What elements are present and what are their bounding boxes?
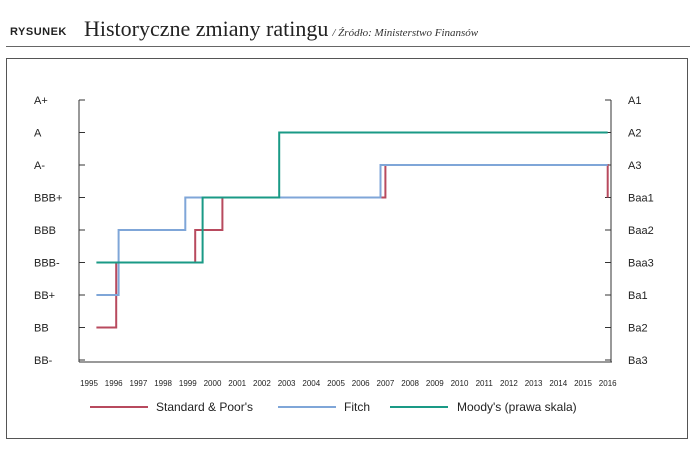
- x-tick-label: 2006: [352, 379, 370, 388]
- left-tick-label: BB-: [34, 355, 53, 367]
- figure-title-text: Historyczne zmiany ratingu: [84, 16, 329, 41]
- x-tick-label: 2001: [228, 379, 246, 388]
- right-tick-label: A3: [628, 160, 641, 172]
- right-tick-label: Baa1: [628, 193, 654, 205]
- x-tick-label: 1996: [105, 379, 123, 388]
- left-tick-label: BBB-: [34, 258, 60, 270]
- right-tick-label: Baa3: [628, 258, 654, 270]
- x-tick-label: 2010: [451, 379, 469, 388]
- left-tick-label: BB+: [34, 290, 55, 302]
- x-tick-label: 2004: [302, 379, 320, 388]
- chart-frame: [6, 58, 688, 439]
- x-tick-label: 2005: [327, 379, 345, 388]
- x-tick-label: 1995: [80, 379, 98, 388]
- x-tick-label: 2009: [426, 379, 444, 388]
- right-tick-label: A1: [628, 95, 641, 107]
- left-tick-label: BBB: [34, 225, 56, 237]
- series-line: [96, 164, 608, 296]
- right-tick-label: A2: [628, 128, 641, 140]
- series-line: [96, 164, 609, 329]
- left-tick-label: A+: [34, 95, 48, 107]
- header-rule: [6, 46, 690, 47]
- figure-title: Historyczne zmiany ratingu / Źródło: Mini…: [84, 16, 478, 42]
- x-tick-label: 2000: [204, 379, 222, 388]
- left-tick-label: A: [34, 128, 42, 140]
- x-tick-label: 2014: [549, 379, 567, 388]
- x-tick-label: 2002: [253, 379, 271, 388]
- x-tick-label: 2008: [401, 379, 419, 388]
- x-tick-label: 1997: [130, 379, 148, 388]
- x-tick-label: 1998: [154, 379, 172, 388]
- legend-label: Moody's (prawa skala): [457, 400, 577, 414]
- figure-label: RYSUNEK: [10, 26, 67, 38]
- left-tick-label: A-: [34, 160, 45, 172]
- x-tick-label: 2016: [599, 379, 617, 388]
- x-tick-label: 1999: [179, 379, 197, 388]
- right-tick-label: Ba1: [628, 290, 648, 302]
- x-tick-label: 2015: [574, 379, 592, 388]
- figure-header: RYSUNEK Historyczne zmiany ratingu / Źród…: [0, 0, 696, 46]
- x-tick-label: 2003: [278, 379, 296, 388]
- right-tick-label: Ba3: [628, 355, 648, 367]
- x-tick-label: 2012: [500, 379, 518, 388]
- x-tick-label: 2013: [525, 379, 543, 388]
- series-line: [96, 131, 608, 264]
- left-tick-label: BB: [34, 323, 49, 335]
- left-tick-label: BBB+: [34, 193, 62, 205]
- right-tick-label: Ba2: [628, 323, 648, 335]
- legend-label: Standard & Poor's: [156, 400, 253, 414]
- figure-source: / Źródło: Ministerstwo Finansów: [332, 27, 479, 39]
- right-tick-label: Baa2: [628, 225, 654, 237]
- x-tick-label: 2011: [476, 379, 494, 388]
- x-tick-label: 2007: [377, 379, 395, 388]
- legend-label: Fitch: [344, 400, 370, 414]
